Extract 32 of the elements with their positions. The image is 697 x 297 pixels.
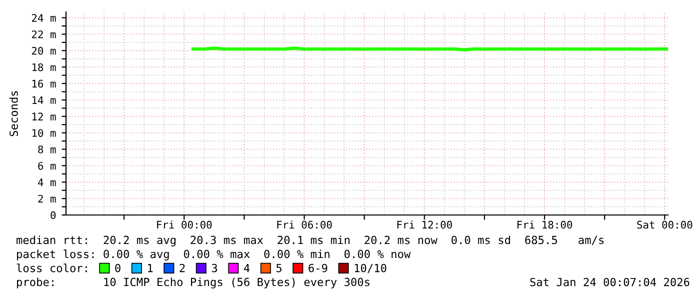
y-tick-label: 0 bbox=[50, 211, 56, 220]
legend-title: loss color: bbox=[16, 264, 87, 272]
y-tick-label: 8 m bbox=[38, 146, 56, 154]
y-tick-label: 22 m bbox=[32, 30, 56, 38]
y-tick-label: 6 m bbox=[38, 162, 56, 170]
x-tick-label: Fri 18:00 bbox=[517, 220, 572, 229]
text: median rtt: 20.2 ms avg 20.3 ms max 20.1 ms min 20.2 ms now 0.0 ms sd 685.5 am/s bbox=[16, 236, 604, 246]
legend-label: 5 bbox=[276, 264, 282, 272]
y-tick-label: 10 m bbox=[32, 129, 56, 137]
text: Sat Jan 24 00:07:04 2026 bbox=[530, 278, 690, 286]
legend-label: 0 bbox=[115, 264, 120, 272]
y-tick-label: 4 m bbox=[38, 178, 56, 186]
y-axis-title: Seconds bbox=[9, 91, 18, 136]
text: probe: 10 ICMP Echo Pings (56 Bytes) every 300s bbox=[17, 278, 370, 288]
y-tick-label: 12 m bbox=[32, 112, 56, 120]
legend-label: 4 bbox=[244, 264, 250, 272]
legend-label: 3 bbox=[212, 264, 218, 272]
y-tick-label: 2 m bbox=[38, 194, 56, 203]
y-tick-label: 14 m bbox=[32, 96, 56, 104]
y-tick-label: 24 m bbox=[32, 14, 56, 22]
x-tick-label: Fri 12:00 bbox=[397, 220, 452, 229]
x-tick-label: Fri 00:00 bbox=[157, 220, 212, 229]
legend-label: 2 bbox=[180, 264, 185, 272]
x-tick-label: Sat 00:00 bbox=[637, 220, 692, 229]
y-tick-label: 18 m bbox=[32, 63, 56, 72]
legend-label: 1 bbox=[148, 264, 153, 272]
y-tick-label: 20 m bbox=[32, 46, 56, 55]
x-tick-label: Fri 06:00 bbox=[277, 220, 332, 229]
legend-label: 6-9 bbox=[308, 264, 328, 272]
text: packet loss: 0.00 % avg 0.00 % max 0.00 % min 0.00 % now bbox=[17, 250, 411, 260]
legend-label: 10/10 bbox=[354, 264, 386, 274]
y-tick-label: 16 m bbox=[32, 80, 56, 88]
